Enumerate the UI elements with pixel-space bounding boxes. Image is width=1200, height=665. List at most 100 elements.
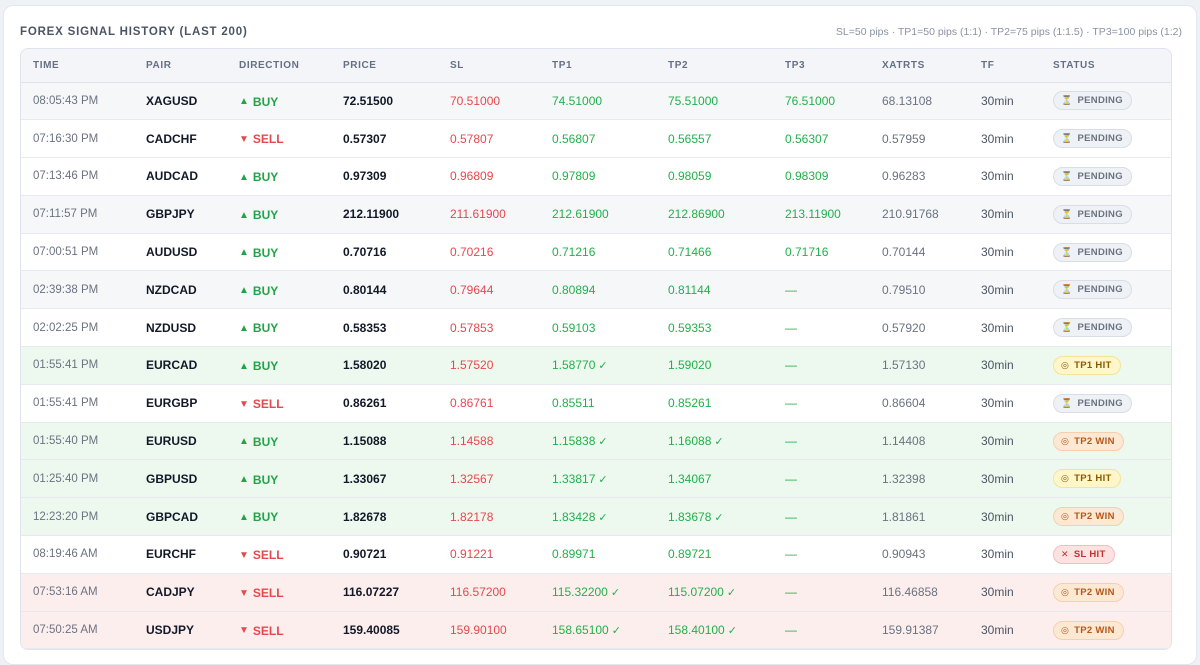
table-row[interactable]: 07:13:46 PM AUDCAD ▲ BUY 0.97309 0.96809 0.978…: [21, 157, 1171, 196]
col-header-direction[interactable]: DIRECTION: [227, 49, 331, 83]
table-row[interactable]: 07:11:57 PM GBPJPY ▲ BUY 212.11900 211.61900 2…: [21, 195, 1171, 234]
target-icon: ◎: [1061, 511, 1070, 522]
cell-tp2: 212.86900: [656, 195, 773, 234]
cell-xatrts: 0.70144: [870, 233, 969, 272]
table-row[interactable]: 07:16:30 PM CADCHF ▼ SELL 0.57307 0.57807 0.56…: [21, 119, 1171, 159]
col-header-time[interactable]: TIME: [21, 49, 134, 83]
status-label: PENDING: [1077, 208, 1123, 220]
triangle-up-icon: ▲: [239, 436, 249, 448]
cell-time: 07:16:30 PM: [21, 119, 134, 159]
status-badge: ⏳ PENDING: [1053, 204, 1132, 224]
triangle-down-icon: ▼: [239, 133, 249, 145]
col-header-tf[interactable]: TF: [969, 49, 1041, 83]
direction-label: BUY: [252, 245, 279, 260]
cell-tp3: —: [773, 535, 870, 574]
cell-xatrts: 1.14408: [870, 422, 969, 461]
cell-price: 72.51500: [331, 82, 438, 121]
direction-label: BUY: [252, 472, 279, 487]
cell-tf: 30min: [969, 233, 1041, 272]
direction-label: BUY: [252, 208, 279, 223]
cell-status: ◎ TP2 WIN: [1041, 573, 1171, 612]
col-header-pair[interactable]: PAIR: [134, 49, 227, 83]
triangle-down-icon: ▼: [239, 549, 249, 561]
tp1-value: 0.56807: [552, 131, 596, 146]
col-header-tp2[interactable]: TP2: [656, 49, 773, 83]
cell-pair: NZDUSD: [134, 308, 227, 348]
table-row[interactable]: 07:00:51 PM AUDUSD ▲ BUY 0.70716 0.70216 0.712…: [21, 233, 1171, 272]
cell-time: 02:02:25 PM: [21, 308, 134, 348]
table-row[interactable]: 01:55:41 PM EURCAD ▲ BUY 1.58020 1.57520 1.587…: [21, 346, 1171, 385]
table-row[interactable]: 08:05:43 PM XAGUSD ▲ BUY 72.51500 70.51000 74.…: [21, 82, 1171, 121]
cell-tf: 30min: [969, 611, 1041, 650]
table-row[interactable]: 07:53:16 AM CADJPY ▼ SELL 116.07227 116.57200…: [21, 573, 1171, 612]
cell-xatrts: 1.81861: [870, 497, 969, 537]
col-header-tp1[interactable]: TP1: [540, 49, 656, 83]
triangle-up-icon: ▲: [239, 209, 249, 221]
target-icon: ◎: [1061, 359, 1070, 370]
cell-tp3: —: [773, 270, 870, 310]
tp2-value: 0.56557: [668, 131, 712, 146]
col-header-sl[interactable]: SL: [438, 49, 540, 83]
tp2-value: 1.16088: [668, 434, 712, 449]
cell-tf: 30min: [969, 384, 1041, 423]
cell-direction: ▼ SELL: [227, 119, 331, 159]
cell-tf: 30min: [969, 535, 1041, 574]
cell-xatrts: 0.57920: [870, 308, 969, 348]
col-header-price[interactable]: PRICE: [331, 49, 438, 83]
cell-price: 1.58020: [331, 346, 438, 385]
col-header-tp3[interactable]: TP3: [773, 49, 870, 83]
status-badge: ⏳ PENDING: [1053, 91, 1132, 111]
cell-price: 116.07227: [331, 573, 438, 612]
cell-tp2: 0.98059: [656, 157, 773, 196]
cell-xatrts: 210.91768: [870, 195, 969, 234]
signal-table-container[interactable]: TIME PAIR DIRECTION PRICE SL TP1 TP2 TP3…: [20, 48, 1172, 651]
table-row[interactable]: 08:19:46 AM EURCHF ▼ SELL 0.90721 0.91221 0.89…: [21, 535, 1171, 574]
cell-sl: 1.14588: [438, 422, 540, 461]
table-row[interactable]: 01:55:41 PM EURGBP ▼ SELL 0.86261 0.86761 0.85…: [21, 384, 1171, 423]
cell-sl: 0.57807: [438, 119, 540, 159]
cell-status: ⏳ PENDING: [1041, 270, 1171, 310]
cell-xatrts: 0.96283: [870, 157, 969, 196]
triangle-up-icon: ▲: [239, 360, 249, 372]
status-badge: ◎ TP1 HIT: [1053, 355, 1121, 375]
tp1-value: 0.71216: [552, 245, 596, 260]
hourglass-icon: ⏳: [1061, 170, 1073, 181]
triangle-up-icon: ▲: [239, 171, 249, 183]
cell-direction: ▼ SELL: [227, 384, 331, 423]
cell-status: ⏳ PENDING: [1041, 384, 1171, 423]
status-label: SL HIT: [1073, 548, 1106, 560]
cell-tp1: 1.33817 ✓: [540, 459, 656, 499]
table-row[interactable]: 02:02:25 PM NZDUSD ▲ BUY 0.58353 0.57853 0.591…: [21, 308, 1171, 348]
tp1-value: 1.15838: [552, 434, 596, 449]
cell-xatrts: 0.57959: [870, 119, 969, 159]
cell-time: 01:55:41 PM: [21, 384, 134, 423]
cell-tp2: 0.71466: [656, 233, 773, 272]
cell-sl: 159.90100: [438, 611, 540, 650]
table-row[interactable]: 07:50:25 AM USDJPY ▼ SELL 159.40085 159.90100…: [21, 611, 1171, 650]
cell-pair: EURUSD: [134, 422, 227, 461]
status-label: PENDING: [1077, 246, 1123, 258]
cell-tp2: 0.81144: [656, 270, 773, 310]
triangle-up-icon: ▲: [239, 285, 249, 297]
cell-direction: ▼ SELL: [227, 573, 331, 612]
cell-pair: AUDCAD: [134, 157, 227, 196]
check-icon: ✓: [611, 625, 621, 638]
table-row[interactable]: 12:23:20 PM GBPCAD ▲ BUY 1.82678 1.82178 1.834…: [21, 497, 1171, 537]
col-header-status[interactable]: STATUS: [1041, 49, 1171, 83]
cell-price: 0.97309: [331, 157, 438, 196]
cell-status: ⏳ PENDING: [1041, 119, 1171, 159]
cell-tf: 30min: [969, 195, 1041, 234]
cell-tp3: —: [773, 611, 870, 650]
pip-legend: SL=50 pips · TP1=50 pips (1:1) · TP2=75 …: [835, 26, 1182, 38]
table-row[interactable]: 02:39:38 PM NZDCAD ▲ BUY 0.80144 0.79644 0.808…: [21, 270, 1171, 310]
cell-tp2: 1.59020: [656, 346, 773, 385]
table-row[interactable]: 01:55:40 PM EURUSD ▲ BUY 1.15088 1.14588 1.158…: [21, 422, 1171, 461]
cell-tf: 30min: [969, 308, 1041, 348]
cell-pair: EURGBP: [134, 384, 227, 423]
cell-direction: ▲ BUY: [227, 422, 331, 461]
cell-tf: 30min: [969, 346, 1041, 385]
table-row[interactable]: 01:25:40 PM GBPUSD ▲ BUY 1.33067 1.32567 1.338…: [21, 459, 1171, 499]
cell-tp1: 115.32200 ✓: [540, 573, 656, 612]
col-header-xatrts[interactable]: XATRTS: [870, 49, 969, 83]
cell-tp3: 0.56307: [773, 119, 870, 159]
